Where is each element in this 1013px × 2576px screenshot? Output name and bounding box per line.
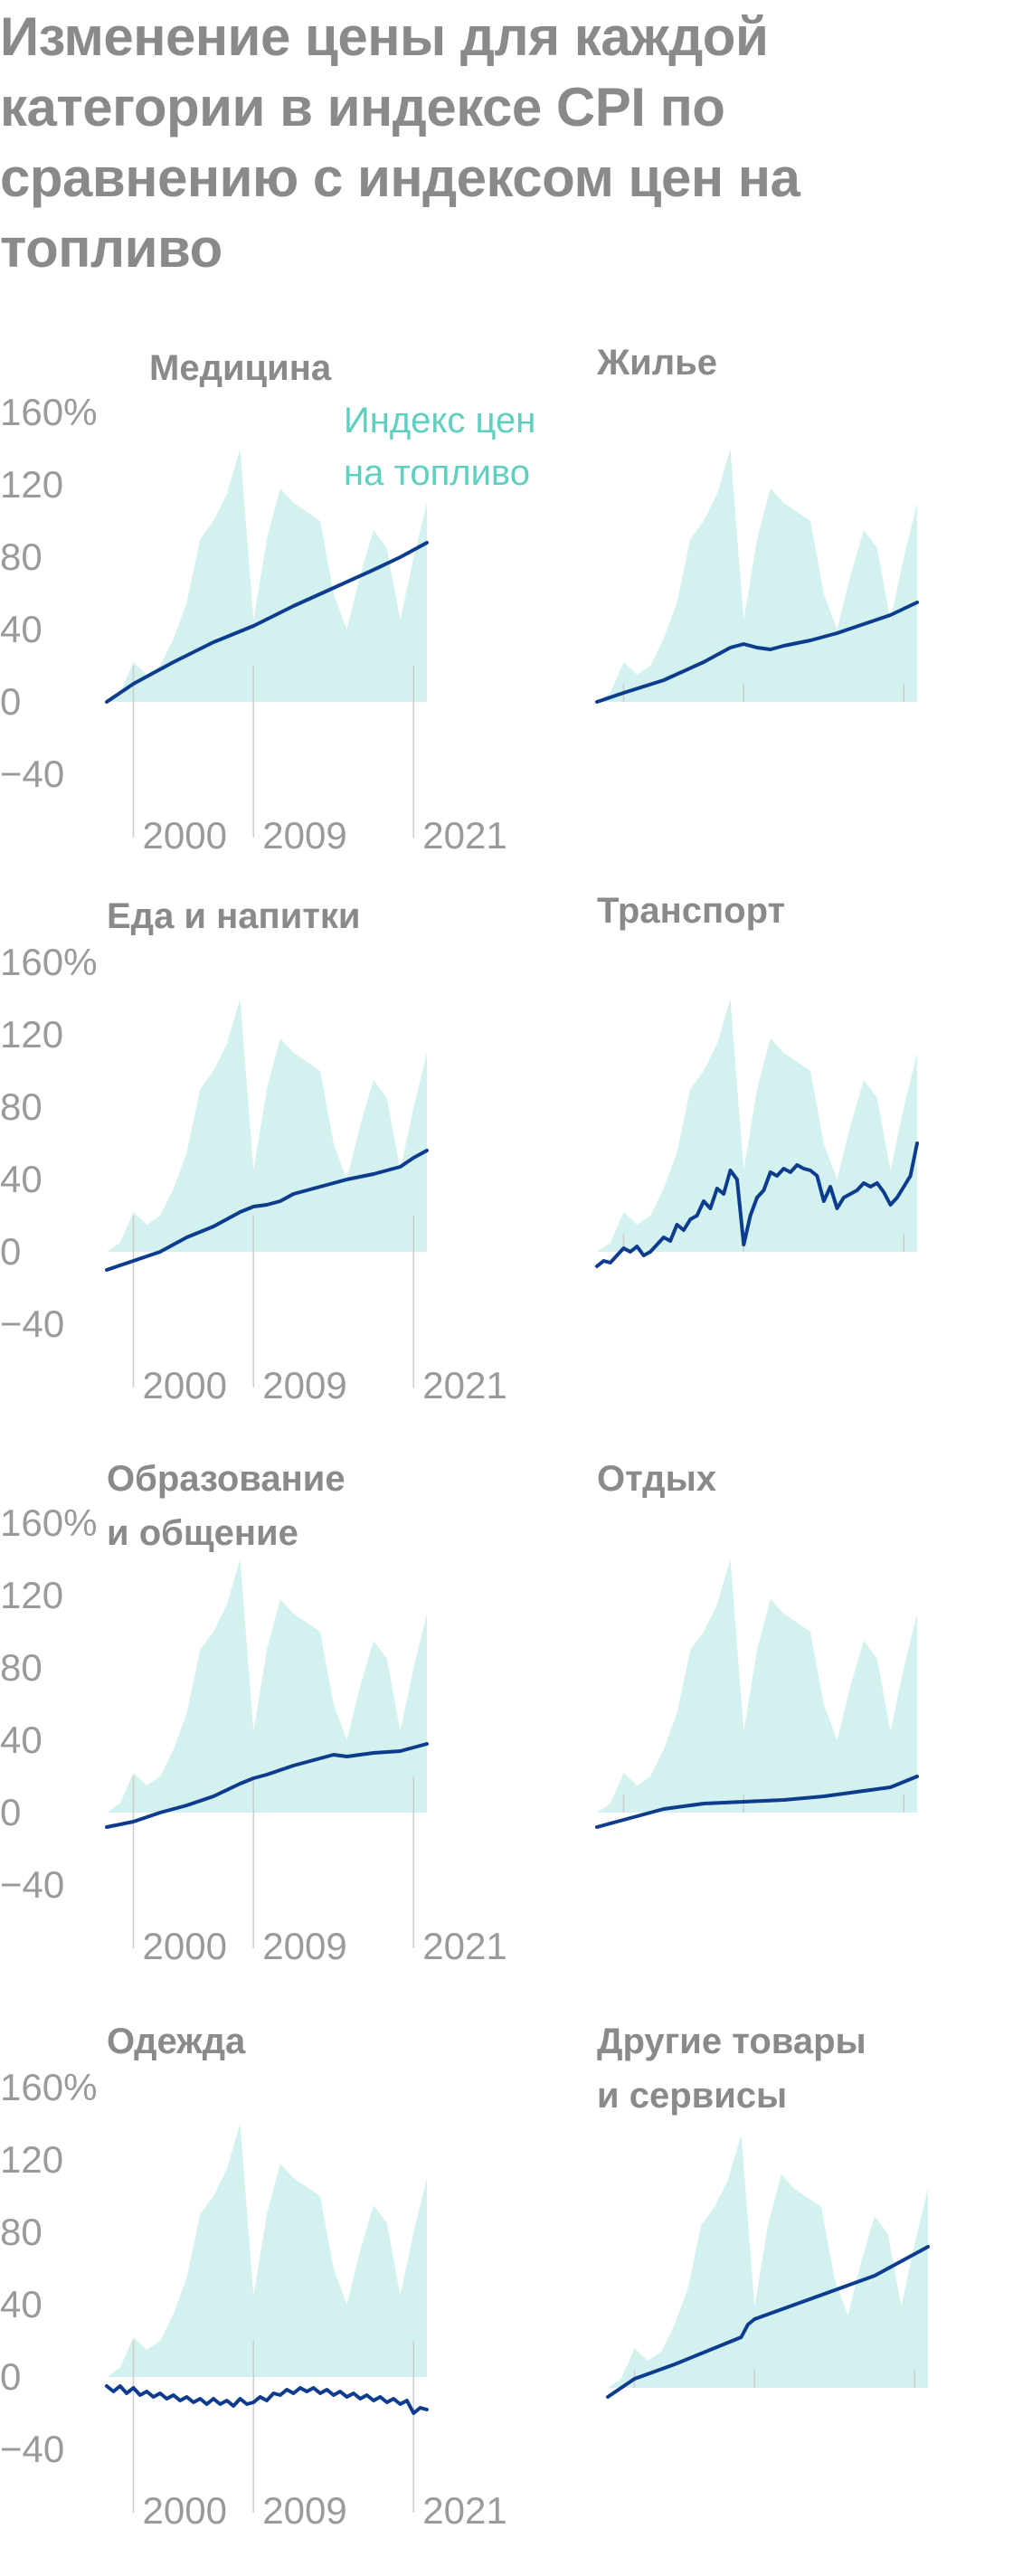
chart-panel-3: 160% 120 80 40 0 −40 2000 2009 2021 Еда и напитки: [0, 896, 507, 1406]
fuel-index-area: [608, 2135, 928, 2388]
x-tick-label: 2009: [262, 814, 346, 857]
x-tick-label: 2009: [262, 1364, 346, 1406]
x-tick-label: 2009: [262, 1925, 346, 1967]
panel-title: Отдых: [597, 1459, 716, 1499]
y-tick-label: 80: [0, 1646, 43, 1689]
y-tick-label: 160%: [0, 391, 97, 433]
chart-panel-2: Жилье: [595, 343, 919, 704]
category-line: [105, 2384, 429, 2415]
x-tick-label: 2021: [422, 814, 506, 857]
chart-panel-1: 160% 120 80 40 0 −40 2000 2009 2021 Медицина: [0, 348, 507, 857]
x-tick-label: 2000: [143, 1364, 227, 1406]
x-tick-label: 2021: [422, 2489, 506, 2532]
y-tick-label: 80: [0, 535, 43, 578]
category-line: [606, 2245, 930, 2399]
category-line: [595, 1775, 919, 1829]
category-line: [595, 601, 919, 704]
x-tick-label: 2000: [143, 814, 227, 857]
chart-panel-7: 160% 120 80 40 0 −40 2000 2009 2021 Одежда: [0, 2022, 507, 2532]
fuel-index-area: [597, 999, 917, 1252]
fuel-index-area: [107, 1559, 427, 1813]
panel-title: Образование: [107, 1459, 346, 1499]
category-line: [105, 1149, 429, 1272]
fuel-index-area: [107, 2124, 427, 2377]
x-tick-label: 2000: [143, 2489, 227, 2532]
panel-title: Одежда: [107, 2022, 246, 2061]
panel-title: Жилье: [596, 343, 717, 383]
y-tick-label: 160%: [0, 2066, 97, 2108]
x-tick-label: 2021: [422, 1364, 506, 1406]
y-tick-label: 120: [0, 463, 63, 506]
y-tick-label: 160%: [0, 941, 97, 983]
x-tick-label: 2009: [262, 2489, 346, 2532]
y-tick-label: −40: [0, 2428, 64, 2470]
chart-panel-5: 160% 120 80 40 0 −40 2000 2009 2021 Образование и …: [0, 1459, 507, 1967]
y-tick-label: 40: [0, 2283, 43, 2325]
legend-fuel-label-line1: Индекс цен: [344, 401, 535, 440]
fuel-index-area: [107, 999, 427, 1252]
panel-title: Другие товары: [597, 2022, 866, 2061]
legend-fuel-label-line2: на топливо: [344, 453, 530, 493]
category-line: [105, 541, 429, 704]
x-tick-label: 2021: [422, 1925, 506, 1967]
y-tick-label: 0: [0, 2355, 21, 2398]
panel-title: Медицина: [149, 348, 332, 388]
x-tick-label: 2000: [143, 1925, 227, 1967]
fuel-index-area: [107, 449, 427, 702]
y-tick-label: 0: [0, 680, 21, 723]
y-tick-label: 80: [0, 2211, 43, 2253]
panel-title: Транспорт: [597, 891, 785, 931]
y-tick-label: 0: [0, 1791, 21, 1833]
panel-title: и сервисы: [597, 2076, 787, 2116]
panel-title: Еда и напитки: [107, 896, 361, 936]
y-tick-label: 120: [0, 1013, 63, 1056]
category-line: [105, 1742, 429, 1829]
y-tick-label: 160%: [0, 1501, 97, 1544]
category-line: [595, 1141, 919, 1268]
y-tick-label: 80: [0, 1085, 43, 1128]
fuel-index-area: [597, 449, 917, 702]
y-tick-label: 40: [0, 1158, 43, 1200]
y-tick-label: −40: [0, 753, 64, 795]
chart-panel-8: Другие товары и сервисы: [597, 2022, 930, 2399]
chart-panel-6: Отдых: [595, 1459, 919, 1829]
y-tick-label: −40: [0, 1302, 64, 1345]
y-tick-label: 40: [0, 1719, 43, 1761]
y-tick-label: −40: [0, 1863, 64, 1906]
fuel-index-area: [597, 1559, 917, 1813]
panel-title: и общение: [107, 1513, 298, 1553]
y-tick-label: 120: [0, 1574, 63, 1616]
page-title: Изменение цены для каждой категории в ин…: [0, 6, 800, 279]
y-tick-label: 0: [0, 1230, 21, 1273]
chart-panel-4: Транспорт: [595, 891, 919, 1268]
y-tick-label: 120: [0, 2138, 63, 2181]
y-tick-label: 40: [0, 608, 43, 650]
